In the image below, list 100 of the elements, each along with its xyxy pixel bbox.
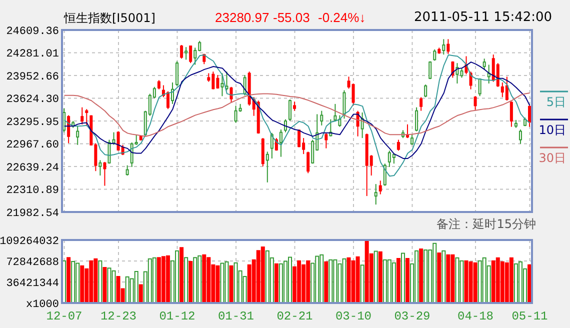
bar [138,284,143,303]
bar [406,258,410,303]
bar [188,261,193,303]
x-tick-label: 12-07 [46,310,82,324]
x-tick-label: 03-29 [394,310,430,324]
candlestick [474,96,477,110]
candlestick [270,132,274,159]
line-series [64,92,530,137]
candlestick [220,72,224,97]
bar [378,251,382,303]
candlestick [230,86,233,103]
candlestick [279,129,282,158]
bar [66,257,71,303]
y-tick-label: 22639.24 [6,162,60,174]
x-tick-label: 02-21 [276,310,313,324]
bar [80,265,84,303]
y-tick-label: 24281.01 [6,48,60,61]
candlestick [293,101,296,112]
candlestick [324,132,328,149]
y-tick-label: 21982.54 [6,208,60,220]
bar [509,257,514,303]
text: -0.24%↓ [318,10,366,25]
candlestick [176,60,179,86]
candlestick [298,129,301,148]
candlestick [433,48,436,62]
y-tick-label: 22967.60 [6,140,59,152]
candlestick [76,126,80,146]
bar [102,267,107,303]
chart-title: 恒生指数[I5001] [64,10,156,27]
y-tick-label: 109264032 [0,236,59,248]
x-tick-label: 01-12 [159,310,196,324]
candlestick [478,78,482,97]
candlestick [67,114,70,144]
candlestick [456,62,459,84]
candlestick [424,84,428,98]
y-tick-label: 23295.95 [6,116,59,129]
bar [324,261,328,303]
candlestick [320,110,324,126]
bar [356,256,360,303]
candlestick [510,101,513,128]
candlestick [383,163,386,186]
candlestick [505,76,508,102]
bar [229,265,234,303]
bar [202,254,206,303]
y-tick-label: 22310.89 [6,185,59,198]
bar [396,258,400,303]
candlestick [180,44,184,60]
candlestick [410,134,414,146]
candlestick [446,38,450,54]
candlestick [166,90,170,110]
candlestick [103,161,106,186]
candlestick [342,90,346,120]
candlestick [374,184,378,206]
candlestick [482,58,486,70]
bar [419,248,424,303]
candlestick [352,83,355,106]
y-tick-label: 24609.36 [6,26,59,38]
candlestick [306,151,310,174]
candlestick [108,139,111,164]
bar [473,262,478,303]
candlestick [157,80,160,90]
candlestick [80,106,84,125]
candlestick [184,46,188,60]
candlestick [85,108,88,127]
bar [274,263,278,303]
candlestick [189,46,192,64]
legend-label: 5日 [546,94,566,111]
bar [446,254,450,303]
candlestick [266,151,269,183]
candlestick [284,118,287,133]
x-tick-label: 01-31 [218,310,254,324]
candlestick [396,139,400,152]
candlestick [528,105,532,128]
text: 备注：延时15分钟 [436,216,536,233]
text: 23280.97 [215,10,270,25]
candlestick [420,96,423,112]
y-tick-label: 23624.30 [6,94,59,106]
candlestick [98,160,102,176]
line-series [64,54,530,177]
x-tick-label: 05-11 [512,310,548,324]
y-tick-label: x1000 [26,298,59,311]
candlestick [518,129,522,144]
text: 2011-05-11 15:42:00 [414,10,552,25]
y-tick-label: 72842688 [6,256,59,269]
bar [260,246,265,303]
legend-label: 10日 [538,122,566,139]
x-tick-label: 03-10 [335,310,372,324]
candlestick [288,99,292,122]
candlestick [378,180,382,195]
y-tick-label: 36421344 [6,278,60,290]
legend-label: 30日 [538,150,566,167]
candlestick [442,38,446,56]
bar [437,252,442,303]
text: -55.03 [273,10,310,25]
y-tick-label: 23952.66 [6,71,59,84]
candlestick [415,106,418,132]
x-tick-label: 04-18 [458,310,494,324]
bar [166,255,170,303]
bar [180,247,184,303]
candlestick [171,82,174,104]
